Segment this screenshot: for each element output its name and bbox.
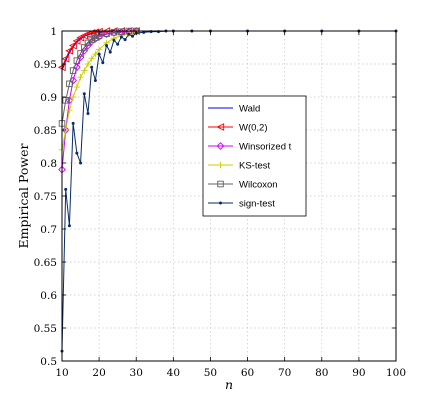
- data-point-sign-test: [71, 121, 75, 125]
- legend: Wald W(0,2) Winsorized t KS-test Wilcoxon sig…: [202, 95, 307, 217]
- y-tick-label: 0.55: [34, 323, 57, 335]
- data-point-sign-test: [112, 38, 116, 42]
- data-point-w-0-2: [68, 41, 77, 50]
- data-point-sign-test: [97, 52, 101, 56]
- legend-marker-sign-test: [219, 201, 222, 205]
- data-point-ks-test: [69, 93, 77, 101]
- data-point-sign-test: [108, 50, 112, 54]
- data-point-sign-test: [119, 35, 123, 39]
- data-point-winsorized-t: [95, 33, 103, 41]
- data-point-sign-test: [90, 65, 94, 69]
- legend-box: [202, 95, 307, 217]
- legend-label-sign-test: sign-test: [239, 199, 275, 210]
- data-point-sign-test: [101, 61, 105, 65]
- x-tick-label: 90: [352, 367, 365, 379]
- x-tick-label: 80: [315, 367, 328, 379]
- data-point-sign-test: [75, 151, 79, 155]
- y-axis-label: Empirical Power: [16, 144, 31, 249]
- legend-marker-w-0-2: [216, 123, 225, 131]
- tick-labels: 10 20 30 40 50 60 70 80 90 100 0.5 0.55 0.6 0.65 0.7 0.…: [34, 26, 406, 379]
- data-point-wilcoxon: [88, 36, 95, 43]
- data-point-ks-test: [88, 55, 95, 62]
- y-tick-label: 0.9: [40, 92, 57, 104]
- legend-label-w-0-2: W(0,2): [239, 123, 268, 134]
- x-tick-label: 10: [55, 367, 68, 379]
- x-tick-label: 40: [167, 367, 180, 379]
- data-point-winsorized-t: [80, 46, 89, 55]
- y-tick-label: 0.5: [40, 356, 57, 368]
- legend-marker-ks-test: [217, 161, 224, 169]
- data-point-winsorized-t: [91, 35, 100, 43]
- data-point-sign-test: [82, 92, 86, 96]
- y-tick-label: 0.95: [34, 59, 57, 71]
- data-point-sign-test: [131, 34, 135, 38]
- data-point-ks-test: [95, 46, 103, 53]
- data-point-w-0-2: [65, 46, 74, 55]
- y-tick-label: 1: [50, 26, 57, 38]
- y-tick-label: 0.6: [40, 290, 57, 302]
- data-point-winsorized-t: [65, 96, 74, 105]
- data-point-wilcoxon: [110, 29, 118, 36]
- data-point-sign-test: [86, 112, 90, 115]
- x-tick-label: 20: [92, 367, 105, 379]
- data-point-sign-test: [123, 38, 127, 42]
- series-wald: [61, 30, 396, 71]
- series-line-wald: [61, 30, 396, 71]
- data-point-sign-test: [142, 30, 146, 34]
- data-point-wilcoxon: [81, 44, 88, 51]
- data-point-ks-test: [77, 74, 84, 81]
- data-point-ks-test: [92, 50, 99, 58]
- data-point-sign-test: [105, 44, 109, 48]
- legend-label-wilcoxon: Wilcoxon: [239, 180, 278, 191]
- data-point-wilcoxon: [77, 50, 84, 57]
- data-point-wilcoxon: [73, 57, 81, 64]
- data-point-ks-test: [66, 107, 73, 114]
- y-tick-label: 0.85: [34, 125, 57, 137]
- legend-label-winsorized-t: Winsorized t: [239, 142, 292, 153]
- x-axis-label: n: [225, 377, 233, 392]
- data-point-ks-test: [81, 67, 88, 74]
- data-point-sign-test: [127, 32, 131, 36]
- data-point-sign-test: [67, 224, 71, 228]
- y-tick-label: 0.8: [40, 158, 57, 170]
- data-point-wilcoxon: [69, 67, 77, 74]
- data-point-wilcoxon: [84, 39, 92, 47]
- legend-label-ks-test: KS-test: [239, 161, 271, 172]
- x-tick-label: 70: [278, 367, 291, 379]
- data-point-sign-test: [64, 187, 68, 191]
- data-point-sign-test: [93, 79, 97, 82]
- legend-marker-winsorized-t: [216, 142, 225, 150]
- data-point-wilcoxon: [118, 28, 125, 35]
- data-point-w-0-2: [72, 36, 81, 45]
- data-point-sign-test: [116, 42, 120, 46]
- data-point-wilcoxon: [62, 97, 69, 104]
- data-point-wilcoxon: [92, 34, 99, 41]
- series-line-w-0-2: [61, 30, 396, 68]
- data-point-ks-test: [73, 83, 81, 91]
- y-tick-label: 0.65: [34, 257, 57, 269]
- data-point-w-0-2: [76, 33, 85, 42]
- y-tick-label: 0.75: [34, 191, 57, 203]
- data-point-w-0-2: [61, 54, 70, 63]
- data-point-sign-test: [79, 161, 83, 165]
- legend-marker-wilcoxon: [217, 180, 224, 188]
- x-tick-label: 100: [386, 367, 406, 379]
- x-tick-label: 50: [204, 367, 217, 379]
- data-point-wilcoxon: [66, 80, 73, 88]
- data-point-ks-test: [84, 60, 92, 68]
- legend-label-wald: Wald: [239, 104, 260, 115]
- x-tick-label: 60: [241, 367, 254, 379]
- y-tick-label: 0.7: [40, 224, 57, 236]
- x-tick-label: 30: [130, 367, 143, 379]
